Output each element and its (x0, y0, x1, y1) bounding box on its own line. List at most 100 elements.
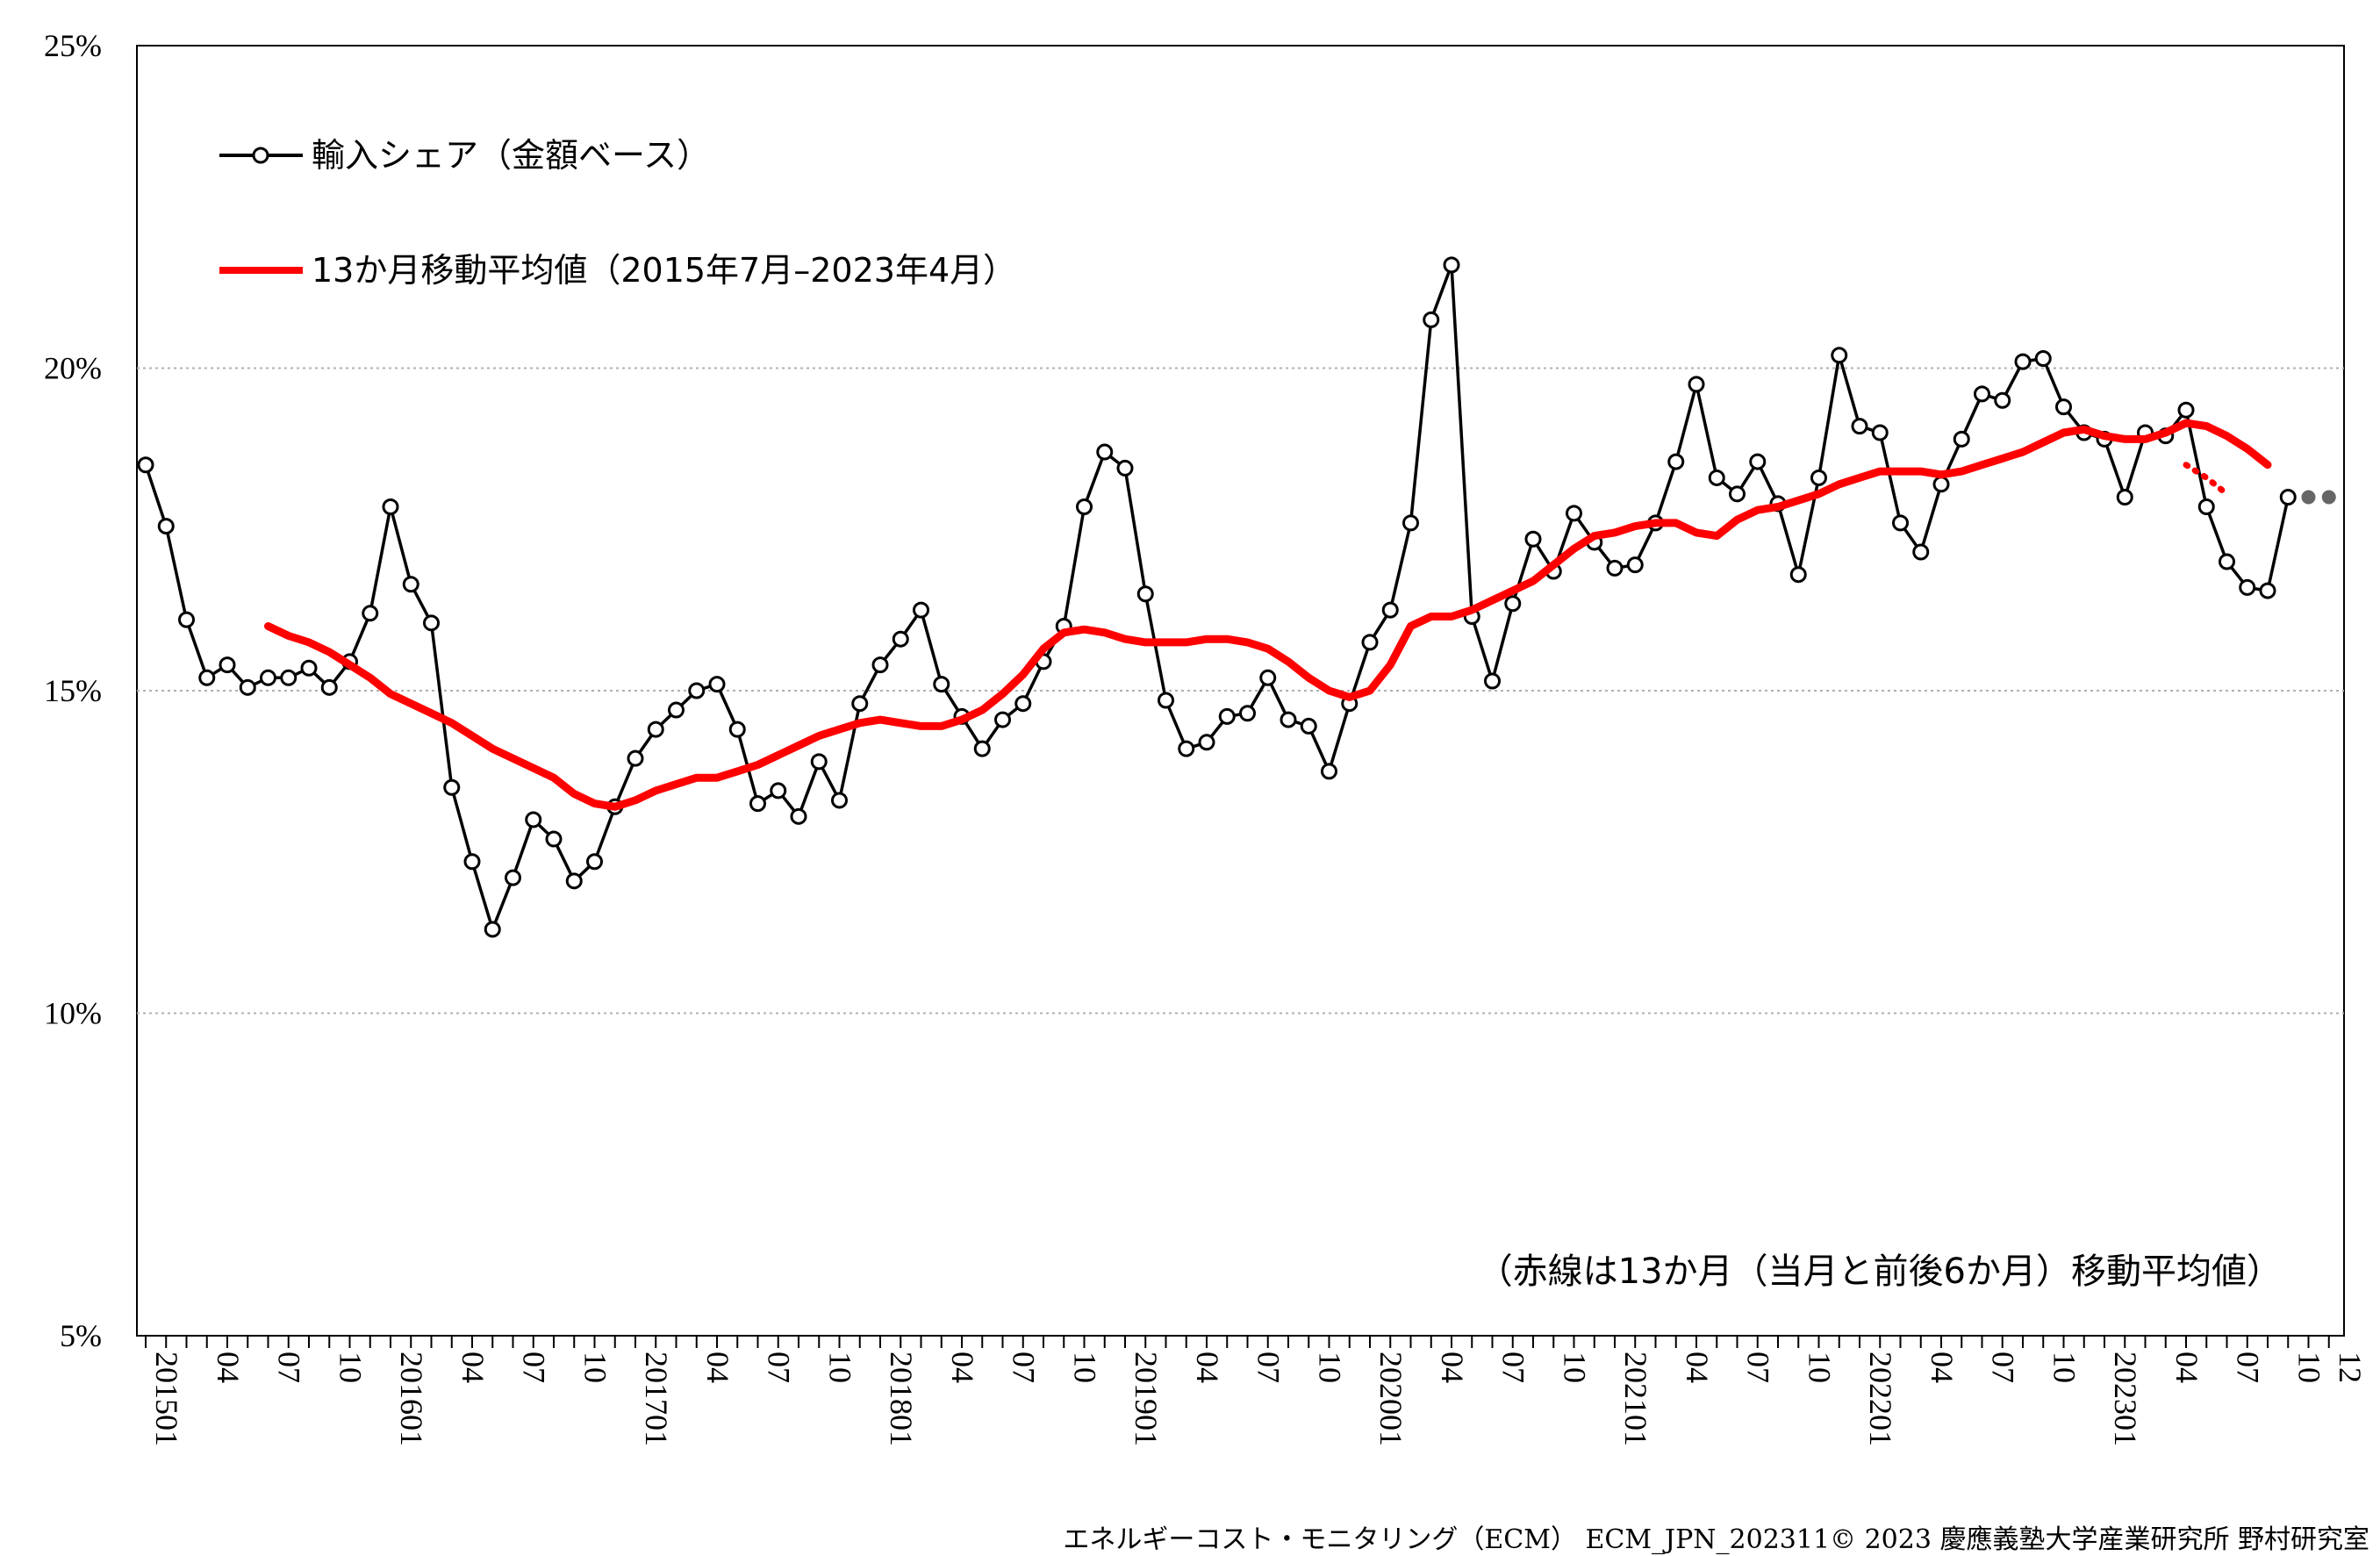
data-point (2055, 398, 2072, 416)
data-point (1626, 556, 1644, 574)
data-point (2197, 498, 2215, 516)
x-tick-label: 04 (1190, 1352, 1225, 1383)
data-point (1096, 443, 1114, 461)
data-point (2116, 489, 2133, 506)
data-point (1729, 485, 1746, 503)
x-tick-label: 202301 (2108, 1352, 2143, 1446)
data-point (1566, 505, 1582, 522)
legend-share-marker (252, 147, 269, 164)
data-point (913, 601, 929, 619)
data-point (1524, 530, 1542, 548)
data-point (1688, 376, 1705, 393)
x-tick-label: 201801 (884, 1352, 919, 1446)
x-tick-label: 10 (1802, 1352, 1837, 1383)
data-point (1259, 669, 1277, 686)
x-tick-label: 202001 (1373, 1352, 1409, 1446)
x-tick-label: 10 (333, 1352, 368, 1383)
footer-credit: エネルギーコスト・モニタリング（ECM） ECM_JPN_202311© 202… (1063, 1524, 2369, 1555)
data-point (1789, 566, 1807, 584)
y-tick-label: 5% (60, 1318, 102, 1353)
data-point (545, 830, 563, 848)
legend: 輸入シェア（金額ベース） 13か月移動平均値（2015年7月–2023年4月） (219, 136, 1016, 290)
data-point (1749, 453, 1767, 470)
x-tick-label: 04 (700, 1352, 735, 1383)
data-point (1994, 391, 2011, 409)
data-point (871, 656, 889, 674)
x-tick-label: 201701 (639, 1352, 674, 1446)
data-point (688, 682, 706, 699)
data-point (2177, 401, 2195, 419)
data-point (178, 611, 195, 628)
x-tick-label: 10 (822, 1352, 857, 1383)
series-line-import-share (144, 263, 2290, 931)
data-point (1851, 418, 1868, 435)
data-point (239, 678, 256, 696)
x-tick-label: 04 (2169, 1352, 2204, 1383)
series-line-moving-average (264, 419, 2272, 811)
x-tick-label: 04 (1925, 1352, 1960, 1383)
data-point (2014, 353, 2032, 370)
x-tick-label: 07 (1741, 1352, 1776, 1383)
data-point (1280, 711, 1297, 728)
data-point (382, 498, 399, 516)
y-tick-label: 20% (44, 351, 102, 386)
data-point (565, 872, 583, 890)
x-tick-label: 10 (2291, 1352, 2326, 1383)
y-tick-label: 10% (44, 996, 102, 1031)
data-point (362, 605, 379, 622)
x-tick-label: 07 (1251, 1352, 1287, 1383)
x-tick-label: 07 (762, 1352, 797, 1383)
data-point (790, 807, 807, 825)
data-point (525, 811, 542, 828)
data-point (1014, 695, 1032, 713)
data-point (1239, 705, 1256, 722)
data-point (1932, 476, 1950, 493)
x-tick-label: 04 (945, 1352, 980, 1383)
x-tick-label: 12 (2333, 1352, 2368, 1383)
data-point (423, 614, 440, 632)
data-point (627, 749, 644, 767)
legend-share-label: 輸入シェア（金額ベース） (312, 136, 710, 175)
data-point (1136, 585, 1154, 603)
x-tick-label: 10 (577, 1352, 613, 1383)
data-point (1218, 707, 1236, 725)
data-point (973, 740, 991, 757)
data-point (1198, 734, 1215, 751)
data-point (320, 678, 338, 696)
data-point (1116, 459, 1134, 477)
data-point (1667, 453, 1685, 470)
data-point (586, 853, 603, 871)
data-point (647, 721, 664, 738)
data-point (1402, 514, 1419, 532)
data-point (260, 669, 276, 686)
series-line-forecast (2183, 462, 2230, 498)
data-point (1361, 634, 1379, 651)
data-point (1321, 763, 1337, 780)
data-point (1423, 311, 1440, 328)
y-axis-ticks: 25% 20% 15% 10% 5% (44, 28, 102, 1353)
data-point (300, 659, 318, 677)
data-point (770, 782, 787, 800)
data-point (831, 792, 848, 809)
data-point (1974, 385, 1990, 403)
x-tick-label: 04 (1680, 1352, 1715, 1383)
chart-annotation: （赤線は13か月（当月と前後6か月）移動平均値） (1478, 1251, 2282, 1292)
gridlines (137, 367, 2344, 1015)
data-point (484, 921, 501, 938)
data-point (1443, 256, 1460, 274)
x-tick-label: 04 (455, 1352, 491, 1383)
x-tick-label: 201601 (394, 1352, 429, 1446)
x-tick-label: 201501 (149, 1352, 184, 1446)
data-point (1953, 430, 1970, 448)
data-point (1892, 514, 1909, 532)
x-tick-label: 10 (1067, 1352, 1102, 1383)
data-point (505, 869, 521, 886)
data-point (1810, 469, 1827, 486)
x-tick-label: 07 (1496, 1352, 1531, 1383)
data-point (1912, 543, 1930, 561)
data-point (1831, 347, 1848, 364)
y-tick-label: 25% (44, 28, 102, 63)
data-point (2321, 490, 2336, 505)
y-tick-label: 15% (44, 673, 102, 708)
